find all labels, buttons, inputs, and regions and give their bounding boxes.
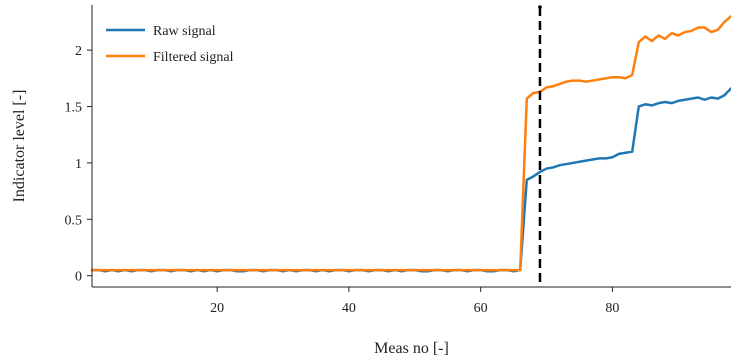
y-tick-label: 1.5 [65, 101, 83, 116]
series-line-filtered-signal [90, 15, 731, 272]
x-tick-label: 60 [474, 301, 488, 316]
x-axis-ticks: 20 40 60 80 [210, 287, 619, 316]
x-axis-label: Meas no [-] [374, 340, 449, 357]
x-tick-label: 20 [210, 301, 224, 316]
y-tick-label: 2 [75, 44, 82, 59]
y-tick-label: 0.5 [65, 213, 83, 228]
legend-label-filtered-signal: Filtered signal [153, 50, 234, 65]
y-tick-label: 0 [75, 270, 82, 285]
x-tick-label: 80 [605, 301, 619, 316]
y-axis-label: Indicator level [-] [11, 90, 28, 203]
legend-label-raw-signal: Raw signal [153, 24, 216, 39]
plot-area [90, 5, 731, 287]
y-tick-label: 1 [75, 157, 82, 172]
threshold-vline-marker [538, 5, 542, 9]
legend: Raw signal Filtered signal [106, 24, 234, 65]
x-tick-label: 40 [342, 301, 356, 316]
series-line-raw-signal [90, 87, 731, 273]
y-axis-ticks: 0 0.5 1 1.5 2 [65, 44, 92, 285]
